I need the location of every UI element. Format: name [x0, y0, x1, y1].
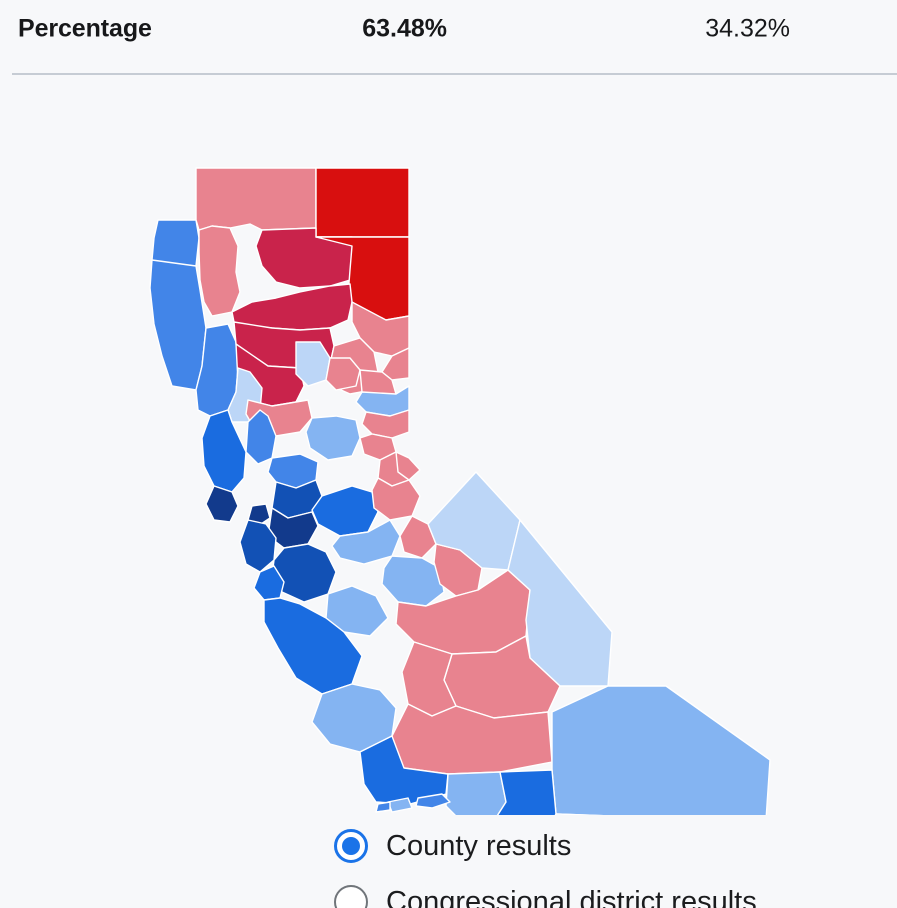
row-divider — [12, 73, 897, 75]
percentage-row: Percentage 63.48% 34.32% — [0, 0, 897, 58]
county-shasta[interactable] — [255, 227, 355, 289]
county-san-miguel-island[interactable] — [375, 801, 391, 813]
county-tehama[interactable] — [231, 283, 353, 331]
county-humboldt[interactable] — [149, 259, 207, 391]
county-sutter[interactable] — [295, 341, 331, 387]
county-el-dorado[interactable] — [361, 409, 410, 439]
county-sonoma[interactable] — [201, 409, 247, 493]
county-sierra[interactable] — [381, 347, 410, 381]
county-santa-barbara[interactable] — [359, 735, 449, 805]
percentage-row-label: Percentage — [18, 14, 152, 43]
county-mono[interactable] — [427, 471, 521, 571]
map-view-options[interactable]: County results Congressional district re… — [0, 818, 897, 908]
option-row-congressional-district-results[interactable]: Congressional district results — [0, 874, 897, 908]
county-sacramento[interactable] — [305, 415, 361, 461]
percentage-value-first: 63.48% — [362, 14, 447, 43]
county-trinity[interactable] — [198, 225, 241, 317]
county-kern[interactable] — [389, 703, 553, 775]
county-napa[interactable] — [245, 409, 277, 465]
island-shapes — [375, 793, 451, 813]
county-san-francisco[interactable] — [247, 503, 271, 527]
california-county-map[interactable] — [0, 80, 897, 815]
percentage-value-second: 34.32% — [705, 14, 790, 43]
county-santa-cruz-island[interactable] — [415, 793, 451, 809]
option-label-county-results: County results — [386, 829, 572, 862]
county-monterey[interactable] — [263, 597, 363, 695]
california-map-svg[interactable] — [0, 80, 897, 815]
county-alpine[interactable] — [395, 451, 421, 481]
radio-selected-icon[interactable] — [334, 829, 368, 863]
radio-unselected-icon[interactable] — [334, 885, 368, 908]
county-riverside[interactable] — [548, 813, 766, 815]
county-yuba[interactable] — [325, 357, 361, 391]
county-los-angeles[interactable] — [490, 769, 557, 815]
county-marin[interactable] — [205, 485, 239, 523]
county-san-joaquin[interactable] — [311, 485, 379, 537]
county-siskiyou[interactable] — [195, 167, 317, 231]
county-shapes[interactable] — [149, 167, 771, 815]
county-ventura[interactable] — [445, 771, 507, 815]
county-modoc[interactable] — [315, 167, 410, 238]
option-row-county-results[interactable]: County results — [0, 818, 897, 874]
county-san-mateo[interactable] — [239, 519, 277, 573]
option-label-congressional-district-results: Congressional district results — [386, 885, 757, 908]
county-san-bernardino[interactable] — [551, 685, 771, 815]
county-tuolumne[interactable] — [371, 477, 421, 521]
